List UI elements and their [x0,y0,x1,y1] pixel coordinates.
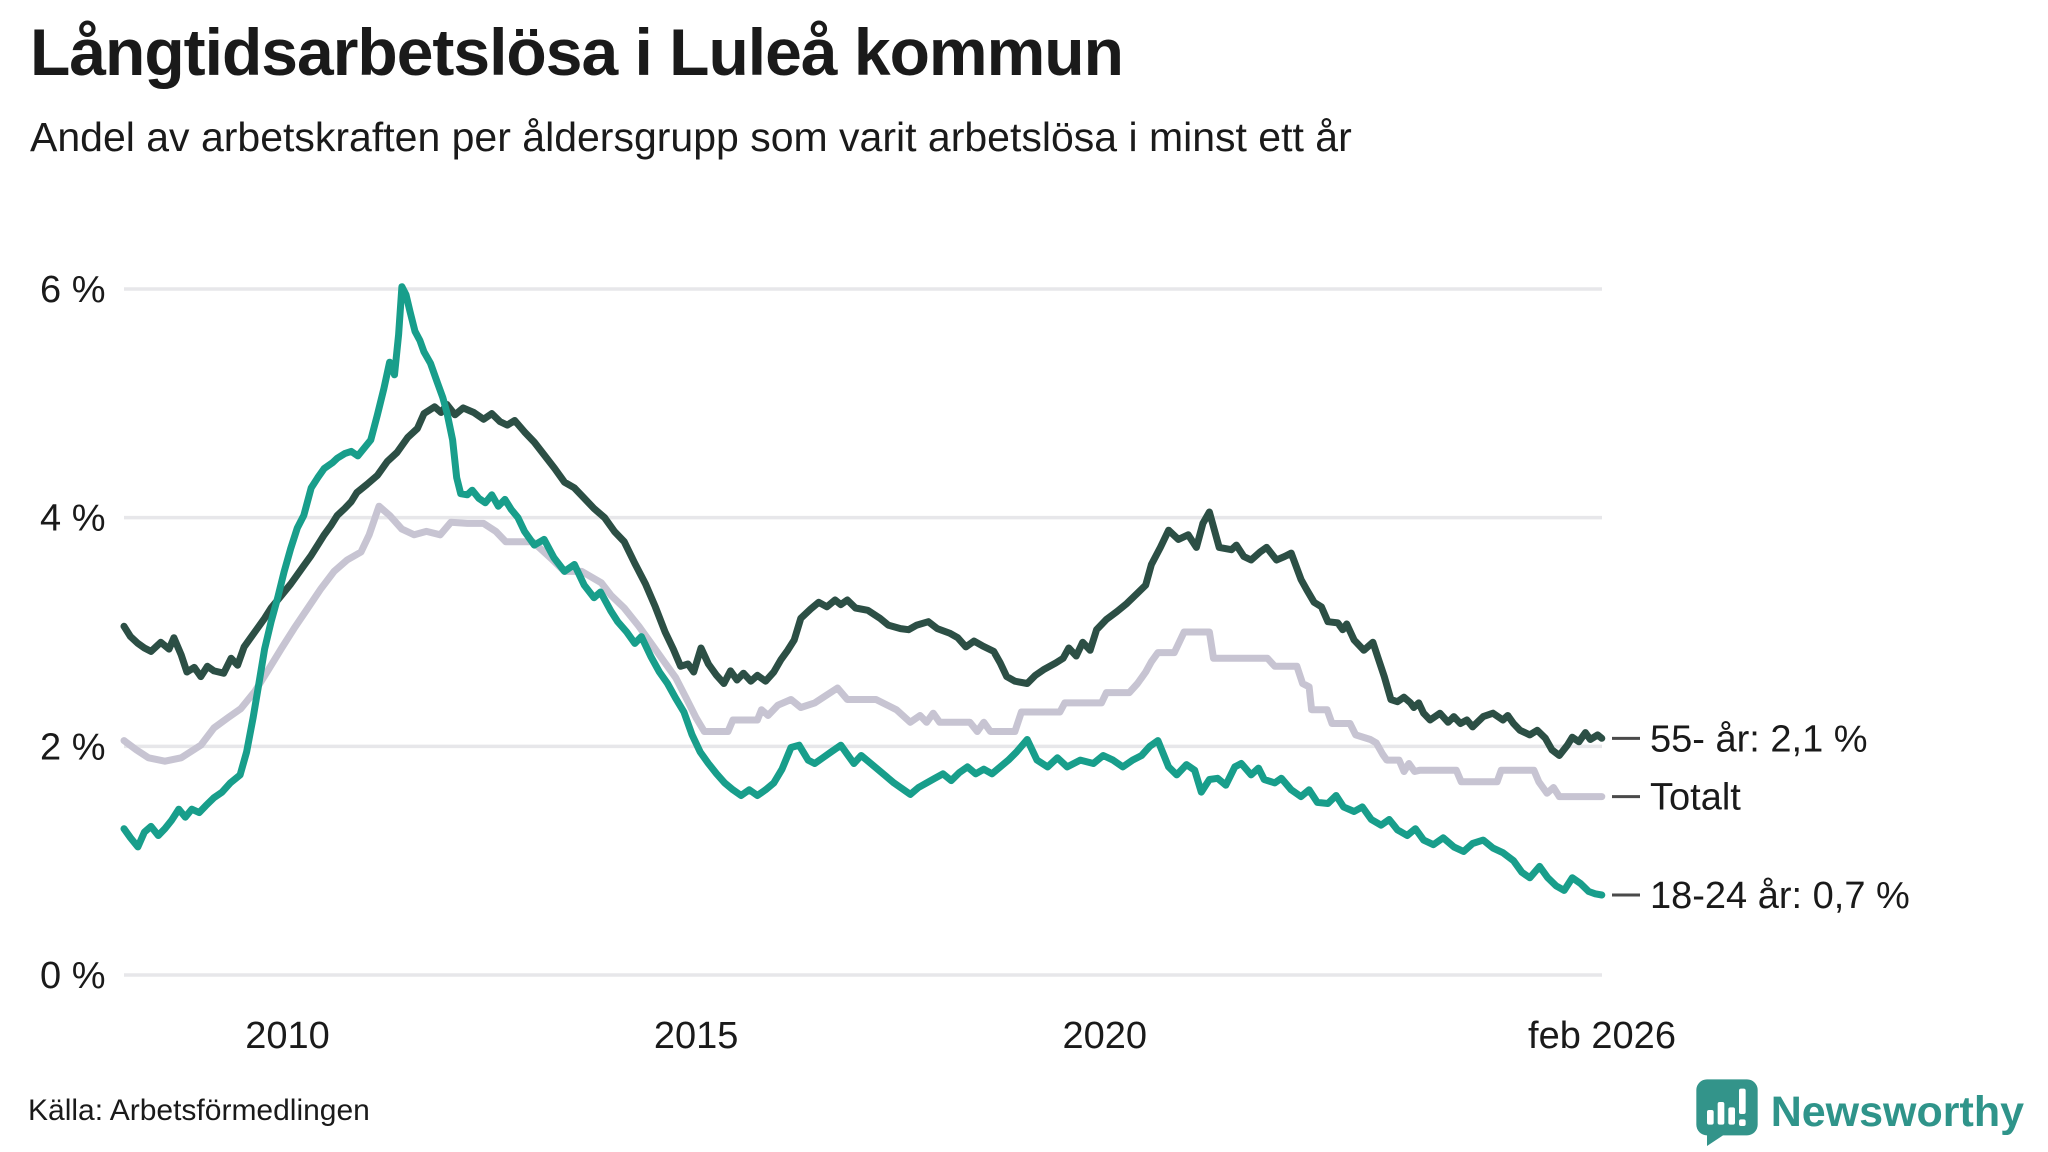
y-tick-2: 2 % [40,726,105,768]
y-axis-tick-labels: 0 % 2 % 4 % 6 % [40,269,105,997]
y-tick-4: 4 % [40,498,105,540]
y-tick-0: 0 % [40,955,105,997]
source-note: Källa: Arbetsförmedlingen [28,1094,370,1127]
x-tick-2015: 2015 [654,1015,739,1057]
x-tick-2010: 2010 [245,1015,330,1057]
x-tick-feb-2026: feb 2026 [1528,1015,1676,1057]
newsworthy-logo[interactable]: Newsworthy [1695,1078,2024,1146]
series-line-18-24-år [120,283,1606,899]
end-label-Totalt: Totalt [1650,777,1741,819]
newsworthy-bubble-icon [1696,1079,1758,1146]
gridlines [124,287,1602,977]
series-end-labels: Totalt 55- år: 2,1 % 18-24 år: 0,7 % [1612,718,1910,917]
series-line-55--år [120,401,1606,759]
end-label-55--år: 55- år: 2,1 % [1650,718,1868,760]
x-tick-2020: 2020 [1063,1015,1148,1057]
end-label-18-24-år: 18-24 år: 0,7 % [1650,875,1910,917]
y-tick-6: 6 % [40,269,105,311]
series-lines [120,283,1606,899]
page-title: Långtidsarbetslösa i Luleå kommun [30,15,1124,89]
series-line-Totalt [120,502,1606,801]
page-subtitle: Andel av arbetskraften per åldersgrupp s… [30,114,1352,160]
x-axis-tick-labels: 2010 2015 2020 feb 2026 [245,1015,1676,1057]
newsworthy-wordmark: Newsworthy [1770,1087,2024,1136]
